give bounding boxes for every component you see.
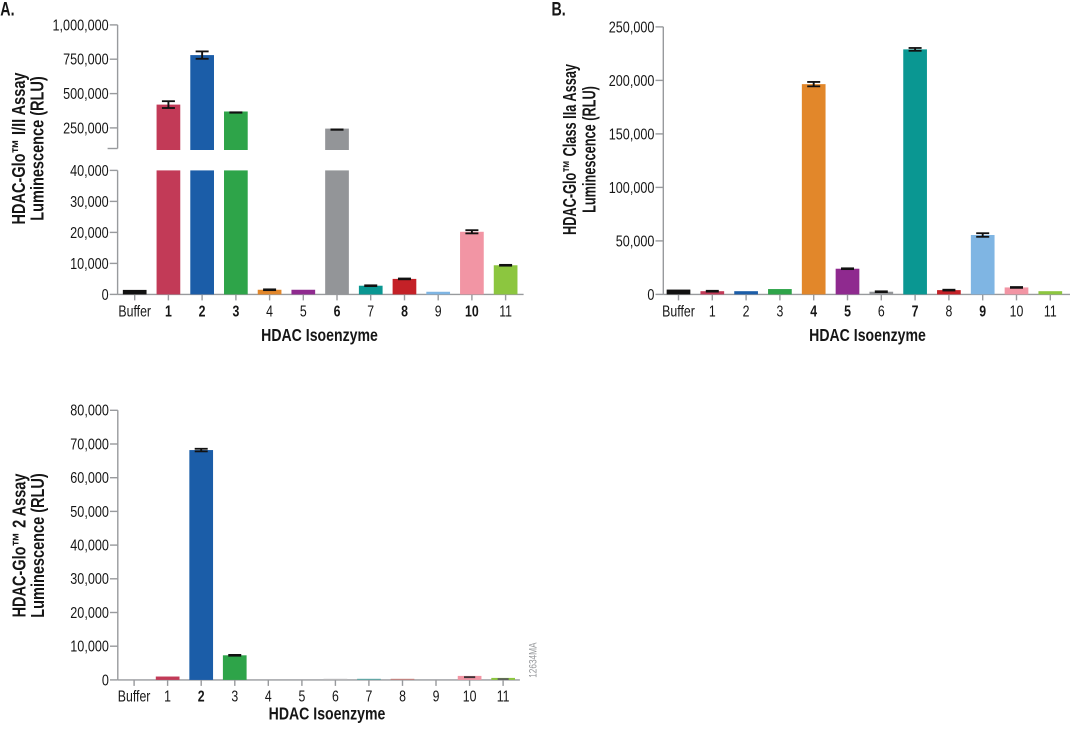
svg-text:HDAC-Glo™ 2 Assay: HDAC-Glo™ 2 Assay <box>9 473 30 618</box>
svg-text:30,000: 30,000 <box>70 570 109 587</box>
svg-text:750,000: 750,000 <box>63 50 109 67</box>
svg-text:10: 10 <box>1010 302 1024 320</box>
svg-text:60,000: 60,000 <box>70 469 109 486</box>
svg-text:9: 9 <box>435 302 442 320</box>
svg-text:100,000: 100,000 <box>609 179 655 196</box>
svg-text:HDAC Isoenzyme: HDAC Isoenzyme <box>261 327 378 346</box>
svg-text:8: 8 <box>945 302 952 320</box>
svg-text:70,000: 70,000 <box>70 435 109 452</box>
svg-text:8: 8 <box>401 302 408 320</box>
svg-text:250,000: 250,000 <box>63 119 109 136</box>
svg-text:11: 11 <box>1044 302 1057 320</box>
svg-text:11: 11 <box>499 302 512 320</box>
svg-text:1,000,000: 1,000,000 <box>53 16 109 33</box>
svg-text:1: 1 <box>709 302 716 320</box>
svg-text:10,000: 10,000 <box>70 255 109 272</box>
svg-text:50,000: 50,000 <box>70 503 109 520</box>
svg-text:7: 7 <box>365 687 372 705</box>
svg-text:6: 6 <box>332 687 339 705</box>
svg-text:3: 3 <box>776 302 783 320</box>
svg-text:80,000: 80,000 <box>70 401 109 418</box>
svg-text:Buffer: Buffer <box>118 687 151 705</box>
svg-text:30,000: 30,000 <box>70 193 109 210</box>
svg-text:50,000: 50,000 <box>616 232 655 249</box>
svg-text:250,000: 250,000 <box>609 18 655 35</box>
svg-text:11: 11 <box>497 687 510 705</box>
svg-text:0: 0 <box>647 286 654 303</box>
svg-text:4: 4 <box>266 302 273 320</box>
svg-text:1: 1 <box>164 687 171 705</box>
svg-text:HDAC Isoenzyme: HDAC Isoenzyme <box>269 705 386 724</box>
svg-text:40,000: 40,000 <box>70 536 109 553</box>
svg-text:6: 6 <box>334 302 341 320</box>
svg-text:2: 2 <box>199 302 206 320</box>
svg-text:A.: A. <box>0 0 14 20</box>
svg-text:8: 8 <box>399 687 406 705</box>
svg-text:2: 2 <box>198 687 205 705</box>
svg-text:HDAC Isoenzyme: HDAC Isoenzyme <box>809 327 926 346</box>
svg-text:10: 10 <box>465 302 479 320</box>
svg-text:0: 0 <box>102 671 109 688</box>
svg-text:7: 7 <box>367 302 374 320</box>
svg-text:40,000: 40,000 <box>70 162 109 179</box>
svg-text:B.: B. <box>552 0 566 20</box>
svg-text:HDAC-Glo™ I/II Assay: HDAC-Glo™ I/II Assay <box>8 72 29 225</box>
svg-text:9: 9 <box>979 302 986 320</box>
svg-text:20,000: 20,000 <box>70 224 109 241</box>
svg-text:Luminescence (RLU): Luminescence (RLU) <box>581 86 601 213</box>
svg-text:3: 3 <box>231 687 238 705</box>
svg-text:Luminescence (RLU): Luminescence (RLU) <box>27 76 48 220</box>
svg-text:3: 3 <box>232 302 239 320</box>
svg-text:5: 5 <box>298 687 305 705</box>
svg-text:Luminescence (RLU): Luminescence (RLU) <box>27 473 48 617</box>
svg-text:1: 1 <box>165 302 172 320</box>
svg-text:12634MA: 12634MA <box>527 642 539 678</box>
svg-text:HDAC-Glo™ Class IIa Assay: HDAC-Glo™ Class IIa Assay <box>561 64 581 235</box>
svg-text:Buffer: Buffer <box>118 302 151 320</box>
svg-text:4: 4 <box>265 687 272 705</box>
svg-text:10,000: 10,000 <box>70 637 109 654</box>
svg-text:2: 2 <box>743 302 750 320</box>
svg-text:Buffer: Buffer <box>662 302 695 320</box>
svg-text:5: 5 <box>300 302 307 320</box>
svg-text:150,000: 150,000 <box>609 125 655 142</box>
svg-text:7: 7 <box>912 302 919 320</box>
svg-text:5: 5 <box>844 302 851 320</box>
svg-text:9: 9 <box>433 687 440 705</box>
svg-text:4: 4 <box>810 302 817 320</box>
svg-text:0: 0 <box>102 286 109 303</box>
svg-text:20,000: 20,000 <box>70 604 109 621</box>
svg-text:6: 6 <box>878 302 885 320</box>
svg-text:500,000: 500,000 <box>63 85 109 102</box>
svg-text:200,000: 200,000 <box>609 72 655 89</box>
svg-text:10: 10 <box>463 687 477 705</box>
